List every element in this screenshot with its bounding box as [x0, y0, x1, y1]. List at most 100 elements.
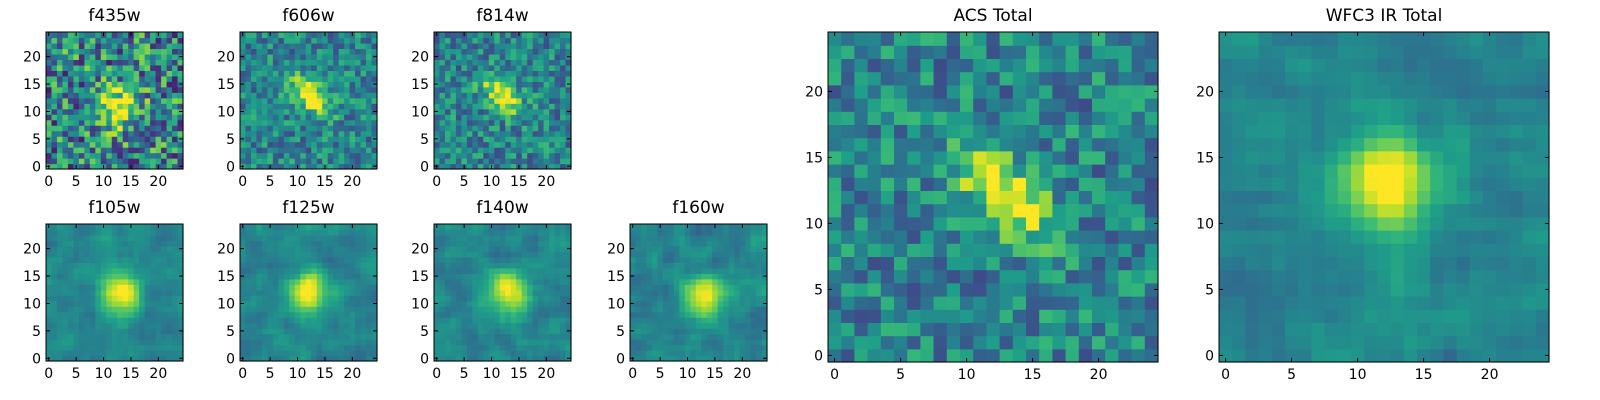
heatmap-cell: [684, 306, 691, 313]
heatmap-cell: [371, 344, 378, 351]
heatmap-cell: [122, 300, 129, 307]
heatmap-cell: [166, 42, 173, 50]
heatmap-cell: [272, 136, 279, 143]
heatmap-cell: [56, 300, 64, 307]
heatmap-cell: [261, 267, 268, 274]
heatmap-cell: [854, 269, 869, 284]
heatmap-cell: [250, 224, 258, 231]
heatmap-cell: [128, 48, 135, 55]
heatmap-cell: [289, 75, 296, 82]
heatmap-cell: [322, 158, 329, 165]
heatmap-cell: [56, 262, 64, 269]
heatmap-cell: [635, 350, 642, 357]
heatmap-cell: [756, 273, 763, 280]
heatmap-cell: [646, 234, 653, 242]
heatmap-cell: [549, 53, 556, 60]
heatmap-cell: [300, 108, 307, 115]
heatmap-cell: [300, 300, 307, 307]
heatmap-cell: [256, 147, 263, 154]
heatmap-cell: [78, 86, 85, 93]
heatmap-cell: [245, 81, 252, 88]
heatmap-cell: [256, 114, 263, 121]
heatmap-cell: [549, 81, 556, 88]
heatmap-cell: [311, 70, 318, 77]
heatmap-cell: [668, 224, 675, 231]
heatmap-cell: [56, 289, 64, 296]
heatmap-cell: [128, 306, 135, 313]
heatmap-cell: [111, 37, 118, 44]
heatmap-cell: [554, 108, 561, 115]
heatmap-cell: [706, 328, 713, 335]
heatmap-cell: [56, 158, 64, 165]
heatmap-cell: [828, 164, 842, 178]
heatmap-cell: [466, 75, 473, 82]
heatmap-cell: [554, 92, 561, 99]
heatmap-cell: [455, 224, 462, 231]
heatmap-cell: [240, 240, 247, 247]
heatmap-cell: [1131, 348, 1146, 363]
heatmap-cell: [117, 339, 124, 346]
heatmap-cell: [56, 350, 64, 357]
y-tick-label: 15: [23, 77, 41, 93]
heatmap-cell: [521, 284, 528, 291]
heatmap-cell: [986, 256, 1001, 271]
heatmap-cell: [316, 108, 323, 115]
x-tick-label: 0: [432, 366, 441, 382]
heatmap-cell: [933, 335, 948, 350]
heatmap-cell: [630, 251, 637, 258]
heatmap-cell: [344, 97, 351, 104]
heatmap-cell: [560, 306, 567, 313]
heatmap-cell: [554, 147, 561, 154]
heatmap-cell: [122, 322, 129, 329]
heatmap-cell: [750, 240, 757, 247]
heatmap-cell: [999, 190, 1014, 205]
heatmap-cell: [483, 70, 490, 77]
heatmap-cell: [327, 240, 334, 247]
heatmap-cell: [360, 295, 367, 302]
heatmap-cell: [272, 152, 279, 159]
heatmap-cell: [635, 251, 642, 258]
heatmap-cell: [461, 103, 468, 110]
heatmap-cell: [494, 333, 501, 340]
heatmap-cell: [256, 42, 263, 50]
heatmap-cell: [250, 92, 258, 99]
heatmap-cell: [89, 81, 96, 88]
heatmap-cell: [999, 164, 1014, 178]
heatmap-cell: [366, 42, 373, 50]
heatmap-cell: [128, 141, 135, 148]
heatmap-cell: [172, 229, 179, 236]
heatmap-cell: [272, 114, 279, 121]
heatmap-cell: [294, 234, 301, 242]
heatmap-cell: [565, 59, 572, 66]
heatmap-cell: [477, 97, 484, 104]
heatmap-cell: [261, 37, 268, 44]
heatmap-cell: [510, 234, 517, 242]
heatmap-cell: [245, 119, 252, 126]
heatmap-cell: [327, 119, 334, 126]
heatmap-cell: [554, 103, 561, 110]
heatmap-cell: [300, 289, 307, 296]
heatmap-cell: [267, 295, 274, 302]
heatmap-cell: [750, 344, 757, 351]
heatmap-cell: [1118, 322, 1133, 337]
heatmap-cell: [880, 177, 895, 191]
heatmap-cell: [532, 251, 539, 258]
heatmap-cell: [461, 86, 468, 93]
heatmap-cell: [106, 339, 113, 346]
heatmap-cell: [867, 348, 882, 363]
heatmap-cell: [117, 333, 124, 340]
heatmap-cell: [986, 269, 1001, 284]
heatmap-cell: [117, 53, 124, 60]
heatmap-cell: [1078, 216, 1093, 231]
heatmap-cell: [646, 317, 653, 324]
heatmap-cell: [701, 317, 708, 324]
heatmap-cell: [466, 114, 473, 121]
heatmap-cell: [267, 256, 274, 263]
heatmap-cell: [734, 355, 741, 362]
heatmap-cell: [434, 284, 441, 291]
heatmap-cell: [355, 152, 362, 159]
heatmap-cell: [444, 103, 452, 110]
heatmap-cell: [1026, 296, 1040, 310]
heatmap-cell: [488, 136, 495, 143]
heatmap-cell: [488, 284, 495, 291]
